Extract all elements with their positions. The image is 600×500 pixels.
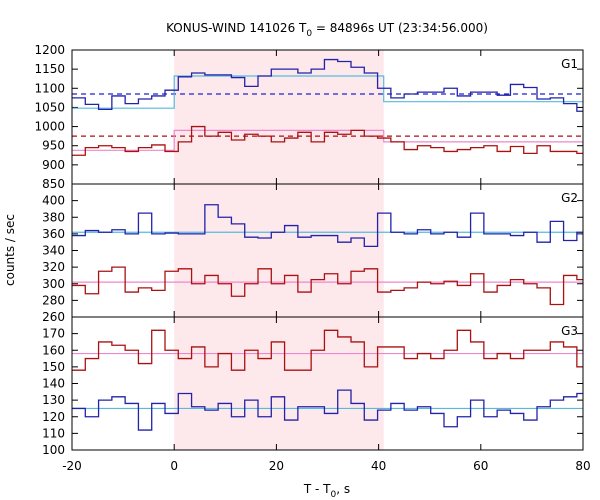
y-tick-label: 300 [42,277,65,291]
y-tick-label: 110 [42,426,65,440]
y-tick-label: 400 [42,194,65,208]
panel-label: G2 [561,191,578,205]
y-tick-label: 1150 [34,62,65,76]
y-tick-label: 160 [42,343,65,357]
x-tick-label: 40 [371,459,386,473]
y-tick-label: 120 [42,410,65,424]
x-tick-label: 0 [170,459,178,473]
count-histogram [72,125,583,156]
panel-label: G3 [561,324,578,338]
panel-g2: 260 280 300 320 340 360 380 400 G2 [42,183,584,324]
fit-line [72,75,583,109]
count-histogram [72,204,583,247]
y-tick-label: 1000 [34,120,65,134]
y-tick-label: 1050 [34,100,65,114]
y-tick-label: 280 [42,293,65,307]
chart-title: KONUS-WIND 141026 T0 = 84896s UT (23:34:… [166,21,488,39]
highlight-interval-band [174,50,384,450]
x-tick-label: 60 [473,459,488,473]
y-tick-label: 150 [42,360,65,374]
x-tick-label: 20 [269,459,284,473]
y-tick-label: 260 [42,310,65,324]
count-histogram [72,329,583,371]
y-tick-label: 900 [42,158,65,172]
fit-line [72,129,583,151]
x-tick-label: -20 [62,459,82,473]
y-tick-label: 340 [42,244,65,258]
x-axis-label: T - T0, s [303,482,350,500]
y-axis-label: counts / sec [3,214,17,286]
y-tick-label: 140 [42,377,65,391]
panel-g1: 850 900 950 1000 1050 1100 1150 1200 G1 [34,43,584,191]
panel-frame [71,316,584,451]
y-tick-label: 950 [42,139,65,153]
y-tick-label: 1200 [34,43,65,57]
panel-label: G1 [561,57,578,71]
count-histogram [72,266,583,306]
panels-group: 85090095010001050110011501200G1260280300… [34,43,590,473]
y-tick-label: 100 [42,443,65,457]
count-histogram [72,389,583,431]
y-tick-label: 130 [42,393,65,407]
y-tick-label: 850 [42,177,65,191]
y-tick-label: 1100 [34,81,65,95]
panel-g3: 100 110 120 130 140 150 160 170 G3 [42,316,584,457]
y-tick-label: 320 [42,260,65,274]
count-histogram [72,58,583,112]
y-tick-label: 170 [42,327,65,341]
y-tick-label: 360 [42,227,65,241]
y-tick-label: 380 [42,210,65,224]
x-tick-label: 80 [575,459,590,473]
